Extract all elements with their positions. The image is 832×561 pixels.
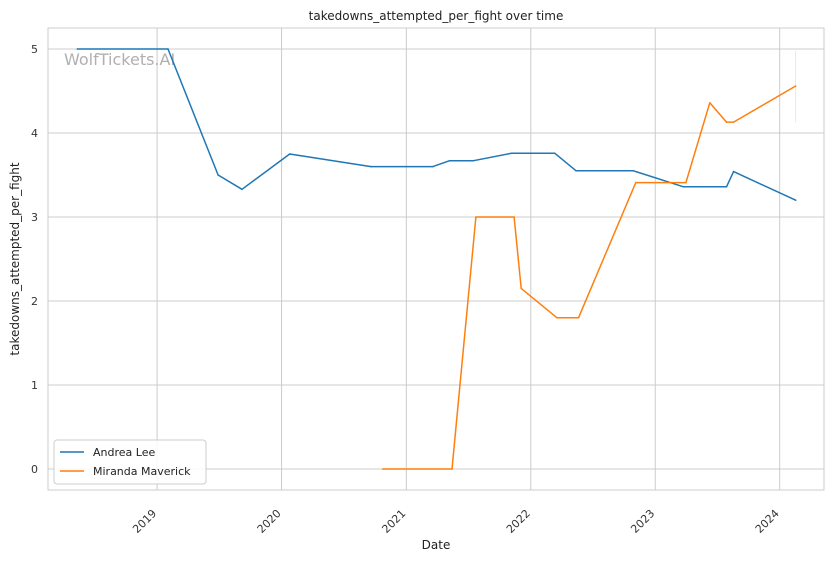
legend: Andrea Lee Miranda Maverick xyxy=(53,439,207,485)
data-point-miranda-maverick xyxy=(725,121,728,123)
data-point-miranda-maverick xyxy=(513,216,515,218)
data-point-miranda-maverick xyxy=(635,181,637,184)
chart-title: takedowns_attempted_per_fight over time xyxy=(309,9,564,23)
data-point-andrea-lee xyxy=(241,188,243,191)
y-tick-label: 4 xyxy=(31,127,38,140)
data-point-miranda-maverick xyxy=(794,85,797,87)
y-tick-label: 3 xyxy=(31,211,38,224)
plot-area xyxy=(47,27,825,491)
data-point-andrea-lee xyxy=(553,152,556,154)
data-point-andrea-lee xyxy=(732,170,735,173)
data-point-andrea-lee xyxy=(472,159,475,162)
x-axis-title: Date xyxy=(422,538,451,552)
data-point-miranda-maverick xyxy=(475,216,477,218)
data-point-andrea-lee xyxy=(288,153,291,155)
data-point-andrea-lee xyxy=(682,186,685,188)
y-tick-label: 2 xyxy=(31,295,38,308)
x-tick-label: 2024 xyxy=(753,507,782,536)
data-point-andrea-lee xyxy=(448,159,451,162)
data-point-andrea-lee xyxy=(217,174,219,176)
x-tick-label: 2022 xyxy=(504,507,533,536)
data-point-miranda-maverick xyxy=(709,102,711,104)
y-tick-label: 5 xyxy=(31,43,38,56)
data-point-andrea-lee xyxy=(794,199,797,201)
data-point-andrea-lee xyxy=(725,186,728,188)
data-point-andrea-lee xyxy=(432,165,434,168)
data-point-andrea-lee xyxy=(370,165,372,168)
y-tick-label: 0 xyxy=(31,463,38,476)
data-point-andrea-lee xyxy=(575,170,577,172)
data-point-miranda-maverick xyxy=(685,181,687,184)
y-tick-label: 1 xyxy=(31,379,38,392)
data-point-miranda-maverick xyxy=(732,121,735,123)
y-axis-title: takedowns_attempted_per_fight xyxy=(8,162,22,355)
watermark: WolfTickets.AI xyxy=(64,50,175,69)
data-point-andrea-lee xyxy=(632,170,635,172)
data-point-andrea-lee xyxy=(76,48,79,50)
legend-label-miranda-maverick: Miranda Maverick xyxy=(93,465,191,478)
data-point-andrea-lee xyxy=(510,152,513,154)
legend-box xyxy=(53,439,207,485)
series-lines xyxy=(76,48,797,470)
data-point-andrea-lee xyxy=(167,48,169,50)
x-tick-label: 2021 xyxy=(379,507,408,536)
y-axis-ticks: 0 1 2 3 4 5 xyxy=(31,43,38,476)
x-tick-label: 2023 xyxy=(628,507,657,536)
data-point-miranda-maverick xyxy=(451,468,453,470)
data-point-miranda-maverick xyxy=(520,287,522,290)
legend-label-andrea-lee: Andrea Lee xyxy=(93,446,155,459)
x-axis-ticks: 2019 2020 2021 2022 2023 2024 xyxy=(130,507,782,536)
x-tick-label: 2020 xyxy=(255,507,284,536)
data-point-miranda-maverick xyxy=(382,468,384,470)
data-point-miranda-maverick xyxy=(577,317,580,319)
x-tick-label: 2019 xyxy=(130,507,159,536)
data-point-miranda-maverick xyxy=(556,317,558,319)
grid xyxy=(48,28,824,490)
